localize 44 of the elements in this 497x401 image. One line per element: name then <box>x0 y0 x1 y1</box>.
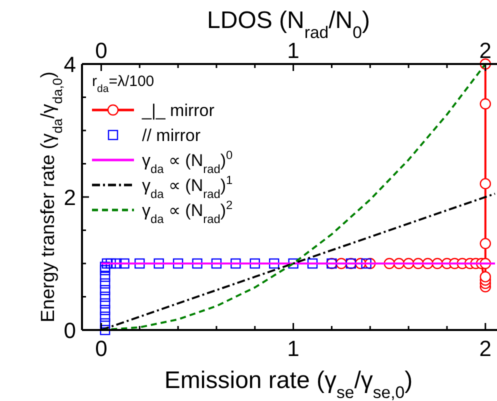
legend-label: γ$_{da}$ ∝ (N$_{rad}$)$^{0}$ <box>142 148 233 176</box>
point <box>100 312 110 322</box>
legend-label: γ$_{da}$ ∝ (N$_{rad}$)$^{2}$ <box>142 198 233 226</box>
point <box>102 258 112 269</box>
x-tick-label: 2 <box>479 38 492 63</box>
x-axis-title: Emission rate (γ$_{se}$/γ$_{se,0}$) <box>164 367 413 401</box>
x-tick-label: 0 <box>95 38 108 63</box>
point <box>100 278 110 289</box>
point <box>288 258 298 269</box>
point <box>361 258 372 269</box>
point <box>307 258 318 269</box>
point <box>100 262 110 272</box>
point <box>100 292 110 302</box>
point <box>100 298 110 308</box>
y-tick-label: 0 <box>64 318 76 343</box>
point <box>134 258 145 269</box>
point <box>230 258 241 269</box>
point <box>100 272 110 282</box>
point <box>480 178 491 190</box>
point <box>100 304 110 316</box>
legend-title: r$_{da}$=λ/100 <box>92 73 154 95</box>
x2-tick-label: 0 <box>95 336 108 361</box>
point <box>172 258 184 269</box>
point <box>268 258 280 269</box>
point <box>100 285 110 296</box>
point <box>480 271 491 282</box>
y-tick-label: 2 <box>64 185 76 210</box>
point <box>211 258 222 269</box>
point <box>100 318 110 328</box>
point <box>250 258 260 269</box>
point <box>154 258 164 269</box>
x2-tick-label: 2 <box>479 336 492 361</box>
point <box>480 98 491 110</box>
point <box>100 265 110 276</box>
point <box>480 238 491 250</box>
point <box>119 258 130 269</box>
legend-label: _|_ mirror <box>141 101 215 120</box>
legend-label: γ$_{da}$ ∝ (N$_{rad}$)$^{1}$ <box>142 173 233 201</box>
point <box>100 324 110 336</box>
point <box>111 258 122 269</box>
point <box>192 258 202 269</box>
legend-label: // mirror <box>142 126 201 145</box>
y-tick-label: 4 <box>64 52 76 77</box>
x2-tick-label: 1 <box>287 336 300 361</box>
